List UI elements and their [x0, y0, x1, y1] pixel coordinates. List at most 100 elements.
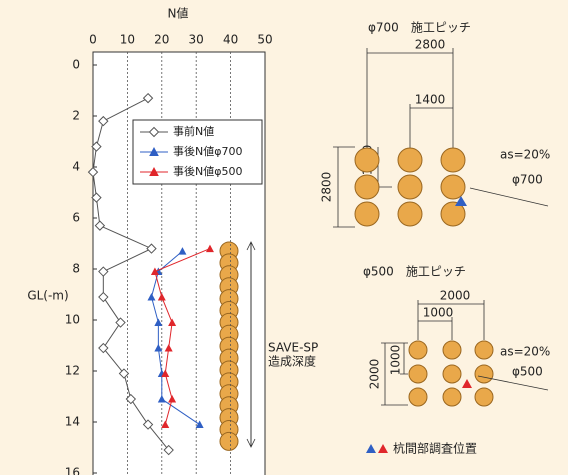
- x-axis-title: N値: [168, 6, 189, 21]
- marker: [142, 92, 154, 104]
- marker: [163, 444, 174, 456]
- pile: [354, 174, 380, 200]
- marker: [205, 244, 214, 253]
- y-tick-label: 8: [72, 262, 80, 276]
- dimension: 2800: [415, 38, 446, 52]
- leader: [477, 375, 549, 391]
- marker: [178, 247, 187, 255]
- legend-marker: [149, 166, 159, 176]
- marker: [157, 395, 166, 403]
- x-tick-label: 50: [257, 33, 272, 47]
- dimension: 1000: [423, 306, 454, 320]
- pile: [440, 201, 466, 227]
- pile: [354, 201, 380, 227]
- marker: [150, 267, 159, 276]
- marker: [157, 293, 166, 301]
- y-tick-label: 14: [65, 415, 80, 429]
- marker: [98, 291, 109, 303]
- legend-marker: [149, 146, 159, 156]
- dimension: 1400: [415, 93, 446, 107]
- pile: [474, 387, 494, 407]
- dim-line: [417, 300, 485, 340]
- depth-arrow: [246, 241, 256, 448]
- x-tick-label: 0: [89, 33, 97, 47]
- pile: [442, 364, 462, 384]
- legend-label: 事後N値φ700: [173, 144, 242, 158]
- pile-size: φ500: [512, 365, 543, 379]
- marker: [118, 368, 130, 379]
- marker: [195, 420, 204, 429]
- marker: [168, 395, 177, 403]
- marker: [146, 243, 157, 254]
- y-tick-label: 16: [65, 466, 80, 475]
- pile: [440, 147, 466, 173]
- marker: [91, 141, 102, 152]
- x-tick-label: 30: [189, 33, 204, 47]
- y-tick-label: 6: [72, 211, 80, 225]
- x-tick-label: 40: [223, 33, 238, 47]
- diagram-title: φ500 施工ピッチ: [363, 265, 466, 279]
- dimension: 2000: [368, 359, 382, 390]
- y-tick-label: 12: [65, 364, 80, 378]
- pile: [219, 431, 239, 451]
- y-tick-label: 4: [72, 160, 80, 174]
- marker: [94, 220, 106, 231]
- pile: [397, 174, 423, 200]
- marker: [142, 419, 154, 430]
- pile: [408, 364, 428, 384]
- legend-label: 事後N値φ500: [173, 164, 242, 178]
- dim-line: [333, 146, 355, 228]
- dimension: 1000: [389, 345, 403, 376]
- marker: [161, 369, 170, 378]
- legend-symbol: [366, 444, 376, 453]
- plot-area: [92, 51, 266, 475]
- marker: [147, 293, 156, 301]
- marker: [161, 420, 170, 429]
- pile: [442, 340, 462, 360]
- pile-grid: [408, 340, 494, 407]
- dim-line: [381, 342, 408, 406]
- marker: [154, 344, 163, 352]
- series-line: [150, 250, 200, 425]
- y-axis-title: GL(-m): [27, 289, 68, 303]
- x-tick-label: 10: [120, 33, 135, 47]
- marker: [154, 318, 163, 327]
- marker: [91, 192, 102, 203]
- survey-point: [462, 379, 472, 388]
- marker: [87, 166, 99, 178]
- pile: [474, 364, 494, 384]
- legend-label: 事前N値: [173, 124, 214, 138]
- dimension: 2800: [320, 172, 334, 203]
- annotation: 造成深度: [268, 354, 316, 369]
- pile-column: [219, 241, 239, 451]
- legend-symbol: [378, 444, 388, 453]
- legend-marker: [148, 126, 160, 138]
- ratio: as=20%: [500, 148, 550, 162]
- pile: [442, 387, 462, 407]
- dim-line: [409, 104, 453, 150]
- pile: [397, 201, 423, 227]
- y-tick-label: 0: [72, 58, 80, 72]
- pile: [440, 174, 466, 200]
- legend-label: 杭間部調査位置: [393, 441, 477, 456]
- diagram-title: φ700 施工ピッチ: [368, 21, 471, 35]
- pile: [408, 387, 428, 407]
- marker: [98, 266, 109, 277]
- dimension: 2000: [440, 289, 471, 303]
- marker: [98, 342, 109, 354]
- series-line: [154, 248, 211, 425]
- x-tick-label: 20: [154, 33, 169, 47]
- pile: [408, 340, 428, 360]
- dim-line: [400, 343, 408, 375]
- pile: [474, 340, 494, 360]
- pile: [354, 147, 380, 173]
- dim-line: [418, 317, 453, 340]
- y-tick-label: 10: [65, 313, 80, 327]
- leader: [469, 187, 549, 207]
- dim-line: [366, 48, 454, 150]
- annotation: SAVE-SP: [268, 341, 318, 355]
- marker: [164, 344, 173, 352]
- survey-point: [455, 196, 467, 206]
- pile: [397, 147, 423, 173]
- marker: [125, 393, 137, 405]
